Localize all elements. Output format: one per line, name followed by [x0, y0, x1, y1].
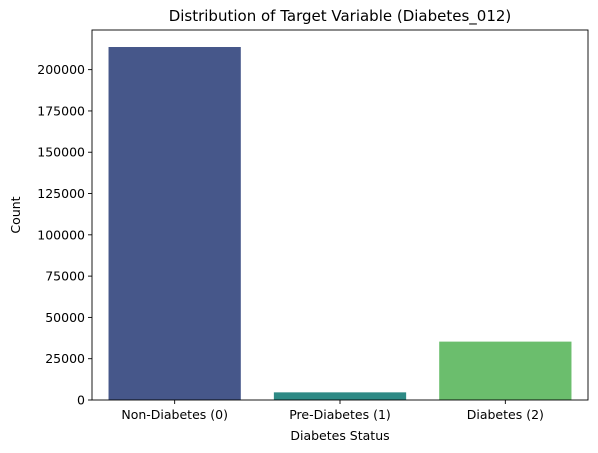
y-tick-label-7: 175000 [37, 103, 85, 118]
x-tick-label-0: Non-Diabetes (0) [121, 407, 228, 422]
y-tick-label-4: 100000 [37, 227, 85, 242]
bar-2 [439, 341, 572, 400]
y-tick-label-3: 75000 [45, 269, 85, 284]
y-tick-label-2: 50000 [45, 310, 85, 325]
x-tick-label-1: Pre-Diabetes (1) [289, 407, 391, 422]
y-tick-label-6: 150000 [37, 145, 85, 160]
bars-layer [108, 47, 572, 400]
y-tick-label-1: 25000 [45, 351, 85, 366]
x-axis-label: Diabetes Status [290, 428, 389, 443]
bar-0 [108, 47, 241, 400]
x-tick-label-2: Diabetes (2) [467, 407, 544, 422]
y-tick-label-5: 125000 [37, 186, 85, 201]
y-tick-label-8: 200000 [37, 62, 85, 77]
bar-1 [273, 392, 407, 400]
y-axis-label: Count [8, 196, 23, 233]
chart-title: Distribution of Target Variable (Diabete… [169, 7, 512, 26]
y-tick-label-0: 0 [77, 393, 85, 408]
plot-frame [91, 29, 589, 401]
x-axis-ticks: Non-Diabetes (0) Pre-Diabetes (1) Diabetes… [121, 400, 544, 422]
y-axis-ticks: 0 25000 50000 75000 100000 125000 150000 175000… [37, 62, 92, 408]
